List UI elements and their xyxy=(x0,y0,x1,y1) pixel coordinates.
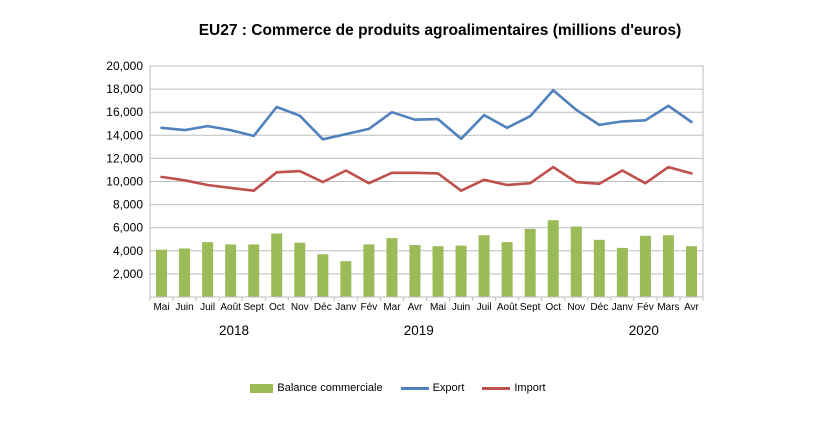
x-axis-year-label: 2020 xyxy=(629,323,659,338)
bar-balance-commerciale xyxy=(524,228,536,297)
bar-balance-commerciale xyxy=(386,238,398,297)
x-axis-month-label: Mars xyxy=(657,302,679,313)
y-axis-label: 20,000 xyxy=(106,59,143,73)
line-import xyxy=(160,165,693,192)
x-axis-month-label: Juil xyxy=(477,302,492,313)
x-axis-month-label: Déc xyxy=(590,302,608,313)
x-axis-month-label: Oct xyxy=(545,302,561,313)
bar-balance-commerciale xyxy=(317,254,329,297)
x-axis-year-label: 2019 xyxy=(404,323,434,338)
bar-balance-commerciale xyxy=(547,220,559,297)
bar-balance-commerciale xyxy=(432,246,444,297)
y-axis-label: 14,000 xyxy=(106,128,143,142)
chart-legend: Balance commerciale Export Import xyxy=(0,379,796,397)
legend-item-balance-commerciale: Balance commerciale xyxy=(250,382,383,394)
line-export xyxy=(160,89,693,141)
y-axis-label: 12,000 xyxy=(106,151,143,165)
x-axis-month-label: Nov xyxy=(567,302,585,313)
x-axis-month-label: Mai xyxy=(430,302,446,313)
x-axis-year-label: 2018 xyxy=(219,323,249,338)
x-axis-month-label: Sept xyxy=(243,302,264,313)
legend-swatch-balance-commerciale xyxy=(250,383,274,393)
legend-label-export: Export xyxy=(432,382,465,394)
bar-balance-commerciale xyxy=(685,246,697,297)
x-axis-month-label: Avr xyxy=(684,302,699,313)
y-axis-label: 18,000 xyxy=(106,82,143,96)
bar-balance-commerciale xyxy=(662,235,674,297)
bar-balance-commerciale xyxy=(570,226,582,297)
chart-title: EU27 : Commerce de produits agroalimenta… xyxy=(198,22,682,39)
bar-balance-commerciale xyxy=(248,244,260,297)
legend-item-import: Import xyxy=(482,382,546,394)
legend-item-export: Export xyxy=(400,382,465,394)
x-axis-month-label: Mai xyxy=(153,302,169,313)
bar-balance-commerciale xyxy=(409,245,421,297)
x-axis-month-label: Fév xyxy=(637,302,654,313)
bar-balance-commerciale xyxy=(271,233,283,297)
y-axis-label: 8,000 xyxy=(113,198,143,212)
x-axis-month-label: Fév xyxy=(361,302,378,313)
x-axis-month-label: Sept xyxy=(520,302,541,313)
x-axis-month-label: Avr xyxy=(408,302,423,313)
x-axis-month-label: Mar xyxy=(383,302,401,313)
bar-balance-commerciale xyxy=(593,239,605,297)
y-axis-label: 16,000 xyxy=(106,105,143,119)
bar-balance-commerciale xyxy=(340,261,352,297)
x-axis-month-label: Août xyxy=(220,302,241,313)
y-axis-label: 2,000 xyxy=(113,267,143,281)
bar-balance-commerciale xyxy=(156,249,168,297)
y-axis-label: 10,000 xyxy=(106,175,143,189)
bar-balance-commerciale xyxy=(478,235,490,297)
x-axis-month-label: Nov xyxy=(291,302,309,313)
bar-balance-commerciale xyxy=(225,244,237,297)
legend-swatch-import xyxy=(482,386,511,390)
legend-label-balance-commerciale: Balance commerciale xyxy=(277,382,383,394)
x-axis-month-label: Janv xyxy=(335,302,356,313)
bar-balance-commerciale xyxy=(294,242,306,297)
bar-balance-commerciale xyxy=(202,242,214,297)
legend-swatch-export xyxy=(400,386,429,390)
x-axis-month-label: Déc xyxy=(314,302,332,313)
bar-balance-commerciale xyxy=(455,245,467,297)
x-axis-month-label: Août xyxy=(497,302,518,313)
x-axis-month-label: Oct xyxy=(269,302,285,313)
bar-balance-commerciale xyxy=(501,242,513,297)
x-axis-month-label: Janv xyxy=(612,302,633,313)
x-axis-month-label: Juin xyxy=(452,302,470,313)
x-axis-month-label: Juil xyxy=(200,302,215,313)
bar-balance-commerciale xyxy=(639,235,651,297)
y-axis-label: 4,000 xyxy=(113,244,143,258)
legend-label-import: Import xyxy=(514,382,546,394)
bar-balance-commerciale xyxy=(616,247,628,297)
bar-balance-commerciale xyxy=(363,244,375,297)
x-axis-month-label: Juin xyxy=(175,302,193,313)
y-axis-label: 6,000 xyxy=(113,221,143,235)
bar-balance-commerciale xyxy=(179,248,191,297)
